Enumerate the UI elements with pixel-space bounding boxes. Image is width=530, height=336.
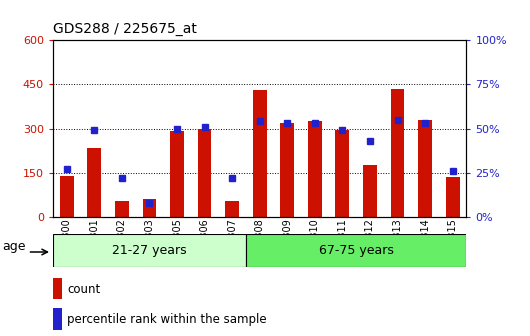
Bar (143, 199, 156, 217)
Text: percentile rank within the sample: percentile rank within the sample (67, 313, 267, 326)
Bar (446, 177, 460, 217)
Bar (363, 165, 377, 217)
Bar (60, 175, 74, 217)
Bar (53, 234, 246, 267)
Text: 67-75 years: 67-75 years (319, 244, 394, 257)
Text: GDS288 / 225675_at: GDS288 / 225675_at (53, 22, 197, 36)
Bar (246, 234, 466, 267)
Text: 21-27 years: 21-27 years (112, 244, 187, 257)
Bar (335, 130, 349, 217)
Bar (115, 201, 129, 217)
Bar (308, 121, 322, 217)
Bar (170, 131, 184, 217)
Bar (198, 128, 211, 217)
Text: count: count (67, 283, 101, 296)
Bar (418, 120, 432, 217)
Text: age: age (3, 241, 26, 253)
Bar (391, 89, 404, 217)
Bar (253, 90, 267, 217)
Bar (225, 201, 239, 217)
Bar (280, 123, 294, 217)
Bar (87, 148, 101, 217)
Bar (53, 278, 62, 299)
Bar (53, 308, 62, 330)
